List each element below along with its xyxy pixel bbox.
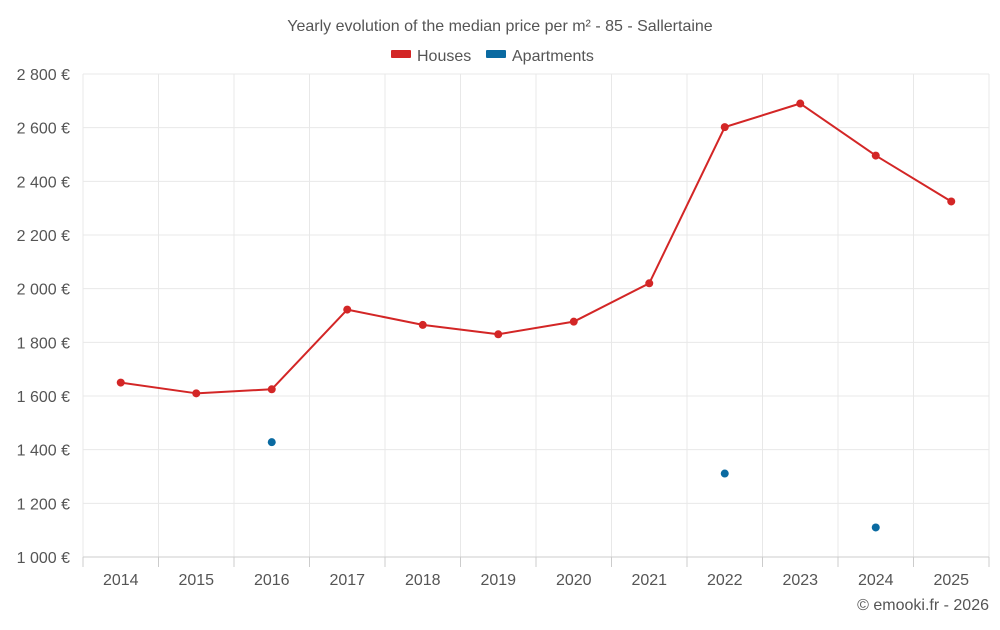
y-tick-label: 1 800 €	[17, 335, 70, 352]
x-tick-label: 2018	[405, 572, 441, 589]
x-tick-label: 2014	[103, 572, 139, 589]
x-tick-label: 2019	[480, 572, 516, 589]
y-tick-label: 1 200 €	[17, 496, 70, 513]
data-point-houses-2017[interactable]	[343, 305, 352, 314]
data-point-houses-2019[interactable]	[494, 330, 503, 339]
data-point-houses-2022[interactable]	[720, 123, 729, 132]
series-layer	[116, 99, 956, 532]
x-tick-label: 2021	[631, 572, 667, 589]
legend-label-houses[interactable]: Houses	[417, 48, 471, 65]
y-tick-label: 1 000 €	[17, 550, 70, 567]
y-tick-label: 2 200 €	[17, 228, 70, 245]
legend-label-apartments[interactable]: Apartments	[512, 48, 594, 65]
chart-title: Yearly evolution of the median price per…	[287, 18, 713, 35]
legend: Houses Apartments	[391, 48, 594, 65]
x-tick-label: 2023	[782, 572, 818, 589]
y-tick-label: 2 600 €	[17, 121, 70, 138]
y-tick-label: 2 000 €	[17, 282, 70, 299]
x-tick-label: 2017	[329, 572, 365, 589]
data-point-houses-2020[interactable]	[569, 317, 578, 326]
x-tick-label: 2015	[178, 572, 214, 589]
data-point-houses-2024[interactable]	[871, 151, 880, 160]
x-axis: 2014 2015 2016 2017 2018 2019 2020 2021 2022 2023…	[82, 556, 990, 589]
data-point-houses-2021[interactable]	[645, 279, 654, 288]
x-tick-label: 2020	[556, 572, 592, 589]
legend-swatch-houses[interactable]	[391, 50, 411, 58]
x-tick-label: 2024	[858, 572, 894, 589]
series-houses	[116, 99, 956, 398]
data-point-houses-2014[interactable]	[116, 378, 125, 387]
data-point-houses-2023[interactable]	[796, 99, 805, 108]
series-line-houses	[120, 102, 952, 395]
x-tick-label: 2025	[933, 572, 969, 589]
data-point-apartments-2016[interactable]	[267, 438, 276, 447]
credit-text: © emooki.fr - 2026	[857, 597, 989, 614]
data-point-apartments-2022[interactable]	[720, 469, 729, 478]
grid	[82, 73, 990, 557]
data-point-houses-2018[interactable]	[418, 320, 427, 329]
x-tick-label: 2016	[254, 572, 290, 589]
y-tick-label: 1 400 €	[17, 443, 70, 460]
y-tick-label: 2 800 €	[17, 67, 70, 84]
data-point-houses-2016[interactable]	[267, 385, 276, 394]
y-axis: 1 000 € 1 200 € 1 400 € 1 600 € 1 800 € 2 000…	[17, 67, 70, 567]
legend-swatch-apartments[interactable]	[486, 50, 506, 58]
data-point-houses-2025[interactable]	[947, 197, 956, 206]
series-apartments	[267, 438, 880, 532]
y-tick-label: 1 600 €	[17, 389, 70, 406]
data-point-houses-2015[interactable]	[192, 389, 201, 398]
y-tick-label: 2 400 €	[17, 174, 70, 191]
x-tick-label: 2022	[707, 572, 743, 589]
data-point-apartments-2024[interactable]	[871, 523, 880, 532]
